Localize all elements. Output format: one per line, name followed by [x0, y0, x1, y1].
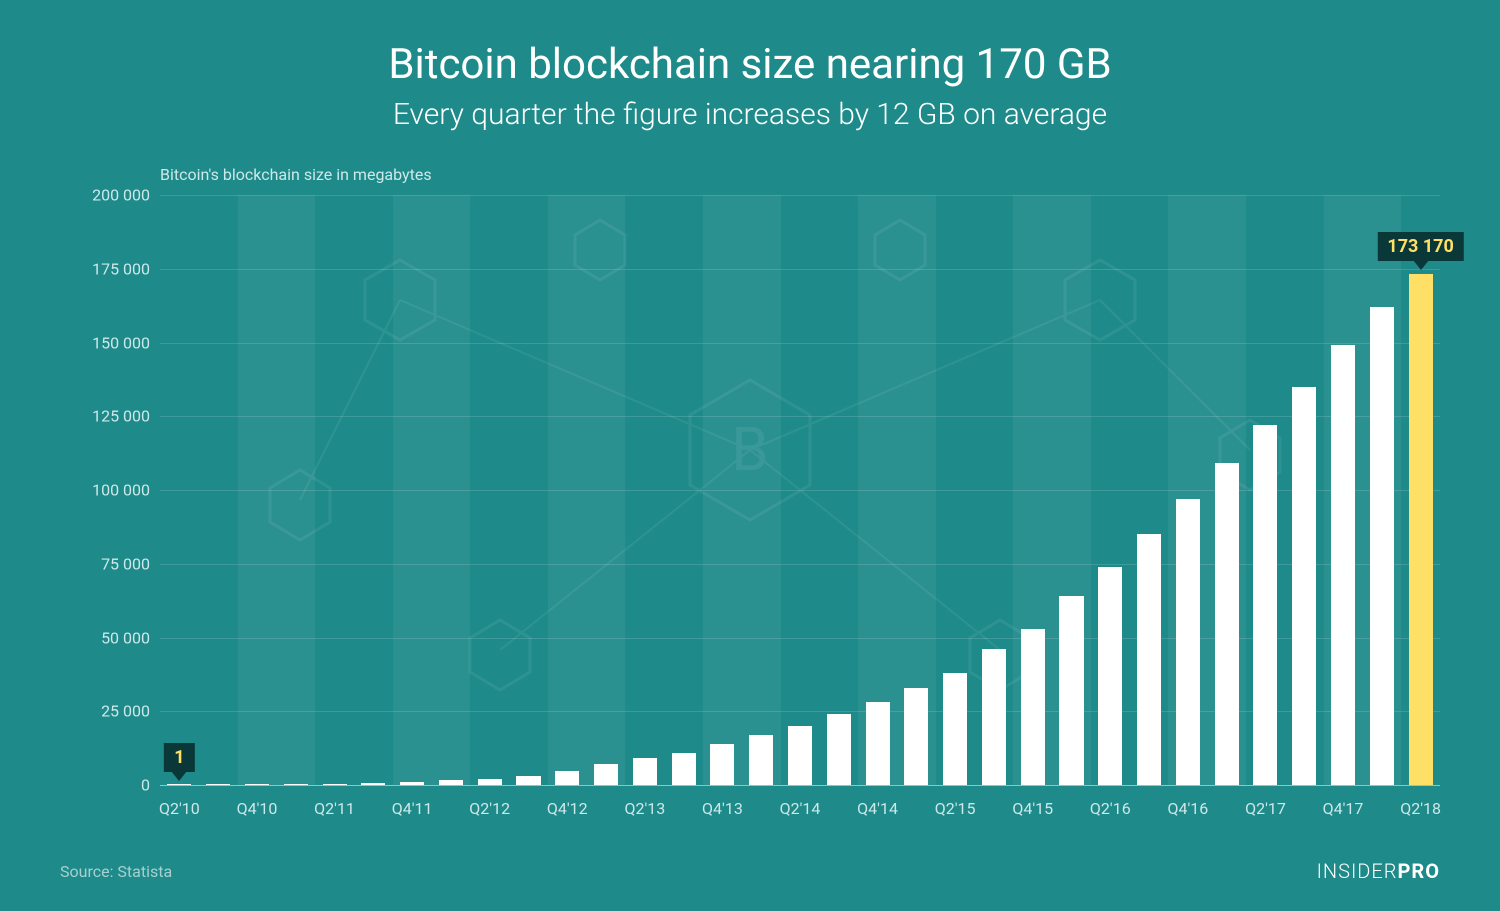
x-tick-label: Q4'12	[547, 799, 588, 818]
y-tick-label: 100 000	[60, 481, 150, 500]
bar	[1292, 387, 1316, 785]
x-tick-label: Q4'15	[1012, 799, 1053, 818]
bar	[478, 779, 502, 785]
callout-pointer-icon	[171, 771, 187, 781]
bar	[1059, 596, 1083, 785]
bar	[710, 744, 734, 785]
x-tick-label: Q4'14	[857, 799, 898, 818]
brand-text-bold: PRO	[1398, 859, 1441, 883]
bar	[749, 735, 773, 785]
bar	[284, 784, 308, 785]
x-tick-label: Q2'14	[780, 799, 821, 818]
x-tick-label: Q4'13	[702, 799, 743, 818]
y-tick-label: 75 000	[60, 554, 150, 573]
bar	[633, 758, 657, 785]
gridline	[160, 269, 1440, 270]
callout-pointer-icon	[1413, 260, 1429, 270]
bar	[439, 780, 463, 785]
bar	[866, 702, 890, 785]
bar	[555, 771, 579, 785]
bar	[245, 784, 269, 785]
x-tick-label: Q2'12	[469, 799, 510, 818]
bar	[516, 776, 540, 785]
x-tick-label: Q4'17	[1323, 799, 1364, 818]
bar	[1215, 463, 1239, 785]
x-tick-label: Q2'16	[1090, 799, 1131, 818]
x-tick-label: Q2'17	[1245, 799, 1286, 818]
y-axis-label: Bitcoin's blockchain size in megabytes	[160, 165, 432, 184]
x-tick-label: Q2'10	[159, 799, 200, 818]
y-tick-label: 175 000	[60, 259, 150, 278]
y-tick-label: 50 000	[60, 628, 150, 647]
y-tick-label: 25 000	[60, 702, 150, 721]
callout-label: 173 170	[1377, 232, 1463, 261]
y-tick-label: 125 000	[60, 407, 150, 426]
brand-text-light: INSIDER	[1317, 859, 1398, 883]
x-tick-label: Q4'16	[1167, 799, 1208, 818]
bar	[167, 784, 191, 785]
y-tick-label: 200 000	[60, 186, 150, 205]
gridline	[160, 711, 1440, 712]
x-tick-label: Q2'15	[935, 799, 976, 818]
chart-subtitle: Every quarter the figure increases by 12…	[60, 97, 1440, 132]
bar	[788, 726, 812, 785]
bar	[1370, 307, 1394, 785]
x-tick-label: Q4'10	[237, 799, 278, 818]
gridline	[160, 195, 1440, 196]
bar	[361, 783, 385, 785]
bar	[982, 649, 1006, 785]
chart-title: Bitcoin blockchain size nearing 170 GB	[60, 40, 1440, 89]
bar	[1021, 629, 1045, 785]
chart-container: B Bitcoin blockchain size nearing 170 GB…	[0, 0, 1500, 911]
bar	[1176, 499, 1200, 785]
bar	[827, 714, 851, 785]
bar	[943, 673, 967, 785]
bar	[206, 784, 230, 785]
y-tick-label: 150 000	[60, 333, 150, 352]
x-tick-label: Q2'18	[1400, 799, 1441, 818]
bar	[1253, 425, 1277, 785]
x-tick-label: Q2'13	[624, 799, 665, 818]
bar	[1331, 345, 1355, 785]
chart-plot-area	[160, 195, 1440, 785]
bar	[672, 753, 696, 785]
source-attribution: Source: Statista	[60, 862, 172, 881]
bar	[1137, 534, 1161, 785]
gridline	[160, 343, 1440, 344]
y-tick-label: 0	[60, 776, 150, 795]
brand-logo: INSIDERPRO	[1317, 859, 1440, 883]
x-tick-label: Q4'11	[392, 799, 433, 818]
baseline	[160, 785, 1440, 786]
x-tick-label: Q2'11	[314, 799, 355, 818]
bar	[1098, 567, 1122, 785]
bar	[594, 764, 618, 785]
gridline	[160, 638, 1440, 639]
bar	[400, 782, 424, 785]
callout-label: 1	[164, 743, 194, 772]
gridline	[160, 564, 1440, 565]
bar	[904, 688, 928, 785]
bar	[323, 784, 347, 785]
gridline	[160, 416, 1440, 417]
bar	[1409, 274, 1433, 785]
gridline	[160, 490, 1440, 491]
